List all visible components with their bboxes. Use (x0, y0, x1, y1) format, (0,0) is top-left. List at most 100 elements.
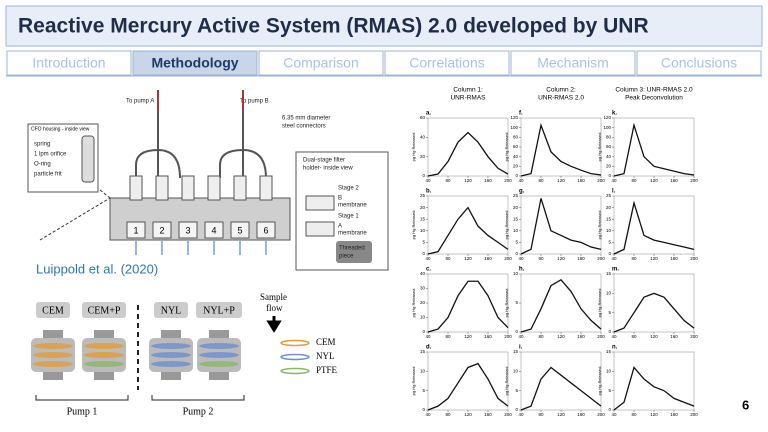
x-tick-label: 160 (670, 256, 678, 261)
y-tick-label: 0 (422, 251, 425, 256)
membrane (151, 352, 191, 358)
y-tick-label: 40 (420, 135, 426, 140)
y-axis-label: pg Hg Released (504, 133, 509, 162)
x-tick-label: 160 (484, 412, 492, 417)
y-axis-label: pg Hg Released (411, 367, 416, 396)
tab[interactable] (6, 50, 132, 76)
tab[interactable] (132, 50, 258, 76)
x-tick-label: 80 (538, 334, 544, 339)
can-cap (161, 330, 181, 338)
y-tick-label: 0 (422, 173, 425, 178)
y-tick-label: 40 (513, 154, 519, 159)
y-axis-label: pg Hg Released (411, 133, 416, 162)
plot-area (520, 351, 602, 411)
label: A (338, 224, 342, 230)
x-tick-label: 80 (445, 412, 451, 417)
membrane (199, 361, 239, 367)
membrane (84, 352, 124, 358)
y-tick-label: 20 (513, 205, 519, 210)
port (178, 221, 198, 239)
y-tick-label: 0 (608, 173, 611, 178)
tab[interactable] (384, 50, 510, 76)
y-tick-label: 10 (606, 369, 612, 374)
x-tick-label: 40 (425, 334, 431, 339)
citation: Luippold et al. (2020) (36, 261, 158, 276)
x-tick-label: 160 (577, 334, 585, 339)
x-tick-label: 40 (611, 256, 617, 261)
plot-area (613, 195, 695, 255)
data-line (520, 278, 602, 333)
plot-area (427, 195, 509, 255)
x-tick-label: 200 (597, 256, 605, 261)
legend-label: PTFE (316, 365, 338, 375)
y-tick-label: 10 (420, 369, 426, 374)
y-tick-label: 25 (420, 193, 426, 198)
leader (39, 189, 111, 241)
plot-area (520, 117, 602, 177)
panel-label: l. (612, 189, 616, 195)
panel-label: n. (612, 345, 618, 351)
tab-label[interactable]: Comparison (283, 55, 358, 71)
y-tick-label: 10 (606, 291, 612, 296)
y-tick-label: 100 (603, 125, 611, 130)
tab-label[interactable]: Conclusions (661, 55, 737, 71)
y-tick-label: 0 (608, 407, 611, 412)
legend-label: NYL (316, 351, 335, 361)
column-title: UNR-RMAS 2.0 (538, 95, 584, 102)
y-tick-label: 40 (606, 154, 612, 159)
can-cap (209, 372, 229, 380)
x-tick-label: 80 (538, 412, 544, 417)
label: CEM (42, 305, 64, 316)
filter-holder (207, 175, 221, 201)
label: Pump 2 (183, 406, 214, 417)
x-tick-label: 80 (631, 412, 637, 417)
tab-label[interactable]: Mechanism (537, 55, 609, 71)
tab[interactable] (258, 50, 384, 76)
y-tick-label: 5 (608, 310, 611, 315)
label: Sample (260, 292, 287, 302)
tab-label[interactable]: Correlations (409, 55, 484, 71)
stage (305, 221, 335, 237)
x-tick-label: 80 (631, 334, 637, 339)
x-tick-label: 160 (484, 178, 492, 183)
x-tick-label: 200 (504, 334, 512, 339)
label: To pump A (126, 99, 154, 105)
label: NYL+P (203, 305, 235, 316)
plot-area (427, 351, 509, 411)
y-tick-label: 80 (513, 135, 519, 140)
y-tick-label: 5 (515, 300, 518, 305)
y-tick-label: 5 (608, 388, 611, 393)
membrane (199, 343, 239, 349)
x-tick-label: 40 (518, 256, 524, 261)
can-cap (161, 372, 181, 380)
data-line (427, 362, 509, 411)
y-tick-label: 20 (420, 154, 426, 159)
x-tick-label: 160 (577, 178, 585, 183)
tab[interactable] (636, 50, 762, 76)
label: Pump 1 (67, 406, 98, 417)
x-tick-label: 120 (557, 412, 565, 417)
x-tick-label: 120 (650, 334, 658, 339)
plot-area (427, 117, 509, 177)
panel-label: f. (519, 111, 523, 117)
tab-label[interactable]: Introduction (32, 55, 105, 71)
label: spring (34, 142, 50, 148)
label: steel connectors (282, 124, 326, 130)
membrane (33, 361, 73, 367)
panel-label: i. (519, 345, 523, 351)
tab[interactable] (510, 50, 636, 76)
label: Stage 1 (338, 214, 359, 220)
x-tick-label: 200 (504, 412, 512, 417)
y-tick-label: 20 (513, 164, 519, 169)
y-tick-label: 15 (606, 271, 612, 276)
label: Threaded (339, 246, 365, 252)
x-tick-label: 40 (518, 412, 524, 417)
plot-area (427, 273, 509, 333)
y-tick-label: 25 (513, 193, 519, 198)
can-cap (94, 372, 114, 380)
y-tick-label: 0 (608, 329, 611, 334)
plot-area (520, 195, 602, 255)
tab-label[interactable]: Methodology (151, 55, 238, 71)
y-tick-label: 15 (420, 216, 426, 221)
